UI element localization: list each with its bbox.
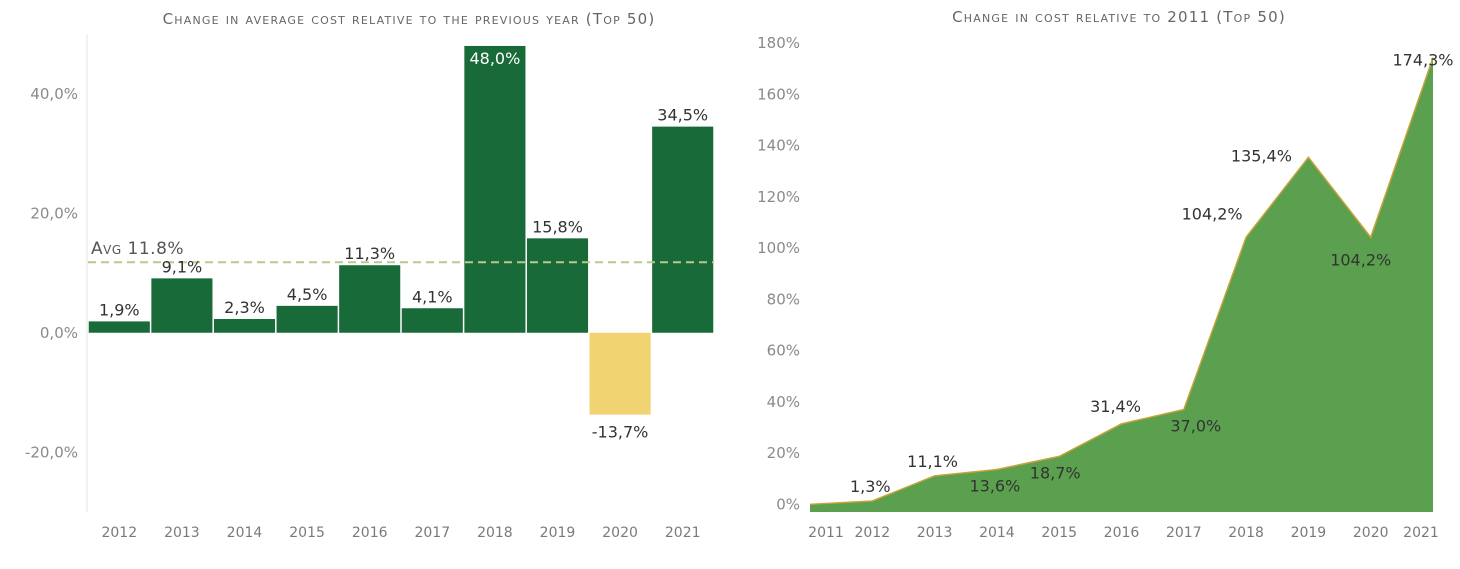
area-data-label: 31,4% [1090, 397, 1141, 416]
bar-2016 [339, 265, 401, 333]
area-x-tick-label: 2018 [1228, 525, 1264, 541]
bar-2019 [526, 238, 589, 333]
bar-data-label: 4,1% [412, 287, 453, 306]
area-y-tick-label: 80% [767, 290, 800, 308]
bar-chart-title: Change in average cost relative to the p… [163, 10, 656, 28]
bar-x-tick-label: 2017 [414, 525, 450, 541]
bar-2021 [652, 126, 714, 333]
area-data-label: 1,3% [850, 477, 891, 496]
bar-x-tick-label: 2021 [665, 525, 701, 541]
bar-2014 [213, 319, 276, 333]
area-data-label: 174,3% [1392, 51, 1453, 70]
bar-data-label: 4,5% [287, 285, 328, 304]
bar-x-tick-label: 2014 [227, 525, 263, 541]
area-data-label: 135,4% [1231, 146, 1292, 165]
bar-y-tick-label: -20,0% [25, 443, 78, 461]
area-x-tick-label: 2013 [917, 525, 953, 541]
bar-data-label: 11,3% [344, 244, 395, 263]
bar-data-label: 1,9% [99, 300, 140, 319]
bar-data-label: 48,0% [469, 49, 520, 68]
area-y-tick-label: 20% [767, 444, 800, 462]
average-line-label: Avg 11.8% [91, 239, 184, 259]
area-x-tick-label: 2017 [1166, 525, 1202, 541]
bar-2018 [464, 45, 526, 333]
area-data-label: 18,7% [1030, 463, 1081, 482]
bar-data-label: -13,7% [592, 423, 649, 442]
area-data-label: 37,0% [1170, 416, 1221, 435]
area-x-tick-label: 2019 [1291, 525, 1327, 541]
bar-data-label: 15,8% [532, 217, 583, 236]
bar-x-tick-label: 2012 [101, 525, 137, 541]
bar-2020 [589, 332, 651, 415]
area-data-label: 104,2% [1330, 250, 1391, 269]
area-y-tick-label: 0% [776, 495, 800, 513]
yoy-change-bar-chart: Change in average cost relative to the p… [25, 10, 714, 541]
area-y-tick-label: 120% [757, 188, 800, 206]
area-x-tick-label: 2020 [1353, 525, 1389, 541]
bar-x-tick-label: 2018 [477, 525, 513, 541]
bar-2015 [276, 305, 338, 333]
bar-2017 [401, 308, 463, 333]
area-x-tick-label: 2014 [979, 525, 1015, 541]
area-data-label: 104,2% [1182, 204, 1243, 223]
area-y-tick-label: 160% [757, 85, 800, 103]
bar-y-tick-label: 0,0% [40, 324, 78, 342]
bar-data-label: 2,3% [224, 298, 265, 317]
area-chart-title: Change in cost relative to 2011 (Top 50) [952, 8, 1286, 26]
bar-data-label: 34,5% [657, 106, 708, 125]
bar-y-tick-label: 40,0% [30, 85, 78, 103]
bar-y-tick-label: 20,0% [30, 204, 78, 222]
bar-2012 [88, 321, 150, 333]
area-y-tick-label: 40% [767, 393, 800, 411]
area-x-tick-label: 2011 [808, 525, 844, 541]
area-y-tick-label: 140% [757, 137, 800, 155]
bar-2013 [151, 278, 213, 333]
area-x-tick-label: 2012 [854, 525, 890, 541]
bar-data-label: 9,1% [162, 257, 203, 276]
area-y-tick-label: 180% [757, 34, 800, 52]
area-series-fill [810, 57, 1433, 513]
bar-x-tick-label: 2016 [352, 525, 388, 541]
area-data-label: 13,6% [969, 476, 1020, 495]
area-x-tick-label: 2021 [1403, 525, 1439, 541]
bar-x-tick-label: 2019 [540, 525, 576, 541]
area-y-tick-label: 60% [767, 342, 800, 360]
area-x-tick-label: 2015 [1041, 525, 1077, 541]
area-x-tick-label: 2016 [1104, 525, 1140, 541]
bar-x-tick-label: 2013 [164, 525, 200, 541]
area-data-label: 11,1% [907, 452, 958, 471]
bar-x-tick-label: 2020 [602, 525, 638, 541]
area-series-line [809, 57, 1434, 506]
cumulative-change-area-chart: Change in cost relative to 2011 (Top 50)… [757, 8, 1453, 541]
area-y-tick-label: 100% [757, 239, 800, 257]
bar-x-tick-label: 2015 [289, 525, 325, 541]
